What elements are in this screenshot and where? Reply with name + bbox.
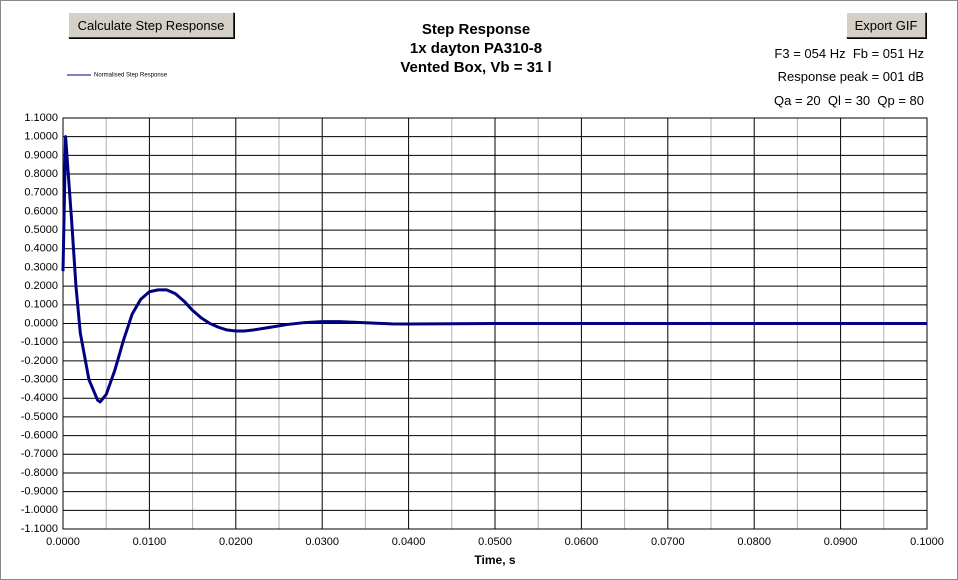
y-tick-label: 0.7000 (24, 187, 58, 199)
chart-subtitle: Vented Box, Vb = 31 l (400, 59, 551, 76)
x-tick-label: 0.1000 (910, 536, 944, 548)
chart-title: Step Response (422, 21, 530, 38)
y-tick-label: -0.9000 (21, 486, 58, 498)
calculate-button[interactable]: Calculate Step Response (68, 12, 234, 38)
info-text: F3 = 054 Hz Fb = 051 Hz (774, 46, 924, 61)
y-tick-label: 0.3000 (24, 261, 58, 273)
x-tick-label: 0.0200 (219, 536, 253, 548)
y-tick-label: -0.7000 (21, 448, 58, 460)
y-tick-label: -1.1000 (21, 523, 58, 535)
legend-label: Normalised Step Response (94, 73, 168, 79)
y-tick-label: 0.8000 (24, 168, 58, 180)
x-tick-label: 0.0100 (133, 536, 167, 548)
y-tick-label: 1.1000 (24, 112, 58, 124)
y-tick-label: -0.5000 (21, 411, 58, 423)
x-tick-label: 0.0600 (565, 536, 599, 548)
y-tick-label: -0.1000 (21, 336, 58, 348)
series-line (61, 135, 927, 404)
y-tick-label: 0.5000 (24, 224, 58, 236)
y-tick-label: 0.1000 (24, 299, 58, 311)
info-text: Qa = 20 Ql = 30 Qp = 80 (774, 93, 924, 108)
y-tick-label: -0.3000 (21, 373, 58, 385)
y-tick-label: -0.6000 (21, 429, 58, 441)
y-tick-label: 0.4000 (24, 243, 58, 255)
y-tick-label: 0.9000 (24, 149, 58, 161)
y-tick-label: 0.6000 (24, 205, 58, 217)
x-tick-label: 0.0300 (305, 536, 339, 548)
info-text: Response peak = 001 dB (777, 69, 924, 84)
x-tick-label: 0.0700 (651, 536, 685, 548)
y-tick-label: 0.0000 (24, 317, 58, 329)
x-tick-label: 0.0900 (824, 536, 858, 548)
y-tick-label: 1.0000 (24, 131, 58, 143)
x-tick-label: 0.0500 (478, 536, 512, 548)
y-tick-label: -0.8000 (21, 467, 58, 479)
y-tick-label: -0.4000 (21, 392, 58, 404)
x-axis-label: Time, s (474, 553, 515, 567)
x-tick-label: 0.0400 (392, 536, 426, 548)
y-tick-label: 0.2000 (24, 280, 58, 292)
x-tick-label: 0.0000 (46, 536, 80, 548)
y-tick-label: -0.2000 (21, 355, 58, 367)
x-tick-label: 0.0800 (737, 536, 771, 548)
export-button[interactable]: Export GIF (846, 12, 926, 38)
chart-subtitle: 1x dayton PA310-8 (410, 40, 542, 57)
y-tick-label: -1.0000 (21, 504, 58, 516)
